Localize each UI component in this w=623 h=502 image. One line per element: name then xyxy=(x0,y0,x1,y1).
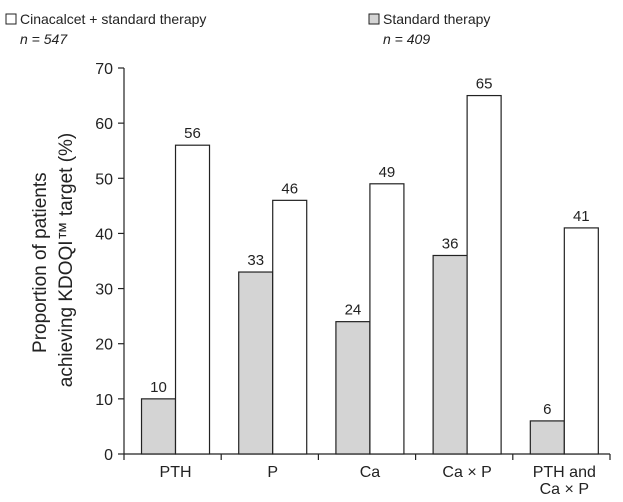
y-tick-label: 40 xyxy=(95,226,113,243)
legend-label-standard: Standard therapy xyxy=(383,11,490,27)
y-axis-label-line-1: Proportion of patients xyxy=(30,172,51,353)
bar-standard xyxy=(140,398,177,455)
bar-standard xyxy=(529,420,565,455)
legend: Cinacalcet + standard therapy n = 547 St… xyxy=(5,11,490,47)
bar-cinacalcet xyxy=(369,183,405,455)
x-category-label: Ca × P xyxy=(442,464,491,481)
legend-n-standard: n = 409 xyxy=(383,31,430,47)
legend-swatch-cinacalcet xyxy=(5,13,17,25)
data-label: 46 xyxy=(281,180,298,197)
y-tick-label: 30 xyxy=(95,282,113,299)
data-label: 49 xyxy=(379,164,396,181)
bar-cinacalcet xyxy=(563,227,599,455)
x-category-label: PTH xyxy=(160,464,192,481)
data-label: 65 xyxy=(476,76,493,93)
y-tick-label: 0 xyxy=(104,447,113,464)
bar-standard xyxy=(432,254,468,455)
data-label: 33 xyxy=(247,252,264,269)
bar-cinacalcet xyxy=(174,144,211,455)
bar-cinacalcet xyxy=(272,199,308,455)
data-label: 56 xyxy=(184,125,201,142)
data-label: 41 xyxy=(573,208,590,225)
x-category-label: Ca xyxy=(360,464,381,481)
legend-item-cinacalcet: Cinacalcet + standard therapy n = 547 xyxy=(5,11,206,47)
bar-cinacalcet xyxy=(466,94,502,455)
y-tick-label: 70 xyxy=(95,61,113,78)
data-label: 10 xyxy=(150,379,167,396)
bar-standard xyxy=(335,321,371,455)
legend-swatch-standard xyxy=(368,13,380,25)
data-label: 36 xyxy=(442,235,459,252)
legend-n-cinacalcet: n = 547 xyxy=(20,31,68,47)
legend-item-standard: Standard therapy n = 409 xyxy=(368,11,490,47)
y-tick-label: 10 xyxy=(95,392,113,409)
plot-area: 0 10 20 30 40 50 60 70 10 56 PTH 33 46 P 24 49 Ca 36 65 Ca … xyxy=(95,61,611,498)
y-tick-label: 50 xyxy=(95,171,113,188)
y-tick-label: 60 xyxy=(95,116,113,133)
data-label: 6 xyxy=(543,401,551,418)
x-category-label: P xyxy=(267,464,278,481)
x-category-label: PTH and xyxy=(533,464,596,481)
y-axis-label: Proportion of patients achieving KDOQI™ … xyxy=(30,133,77,387)
legend-label-cinacalcet: Cinacalcet + standard therapy xyxy=(20,11,206,27)
data-label: 24 xyxy=(345,302,362,319)
x-category-label: Ca × P xyxy=(540,481,589,498)
y-axis-label-line-2: achieving KDOQI™ target (%) xyxy=(56,133,77,387)
y-tick-label: 20 xyxy=(95,337,113,354)
bar-standard xyxy=(238,271,274,455)
